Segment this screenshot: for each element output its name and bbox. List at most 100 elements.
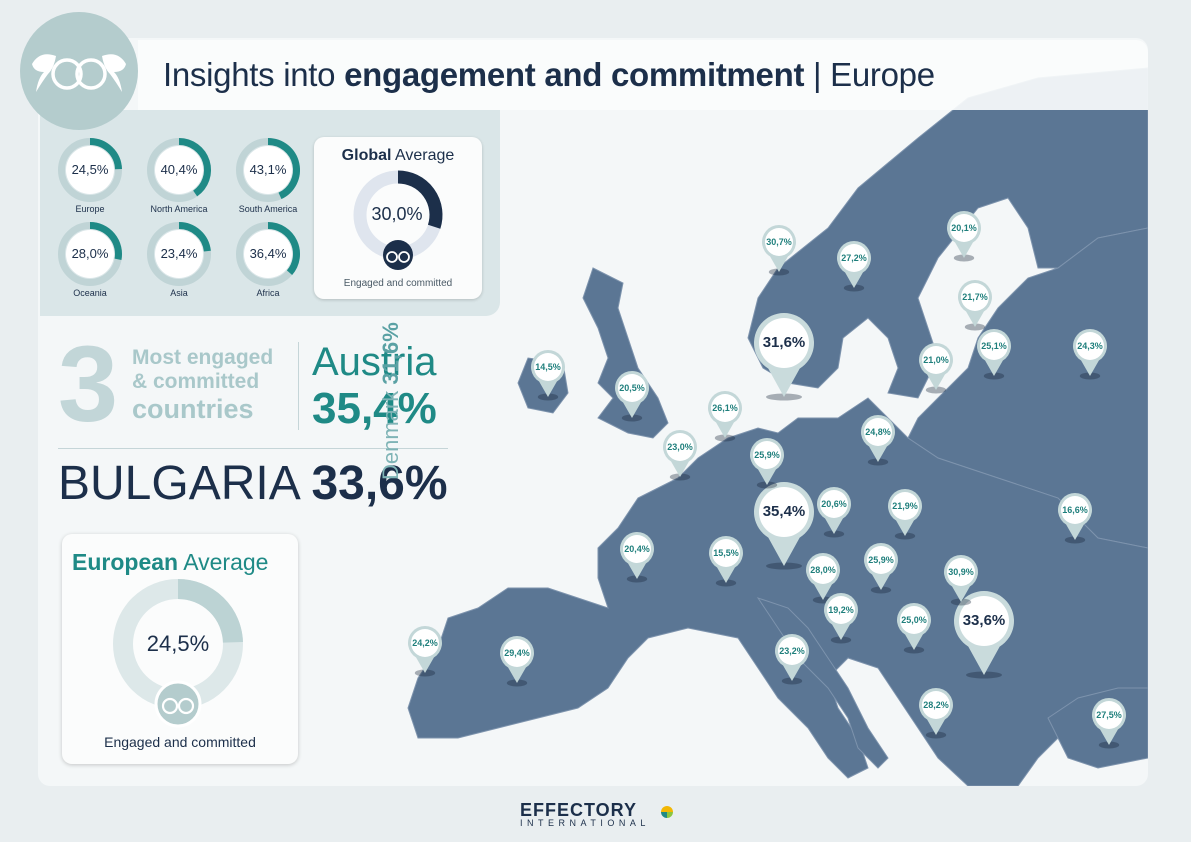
brand-name: EFFECTORY	[520, 800, 638, 820]
pin-center	[827, 596, 855, 624]
third-country: Denmark 31,6%	[378, 322, 403, 480]
pin-label: 35,4%	[762, 503, 806, 520]
pin-label: 25,0%	[901, 615, 927, 625]
continent-value: 36,4%	[249, 246, 287, 261]
pin-label: 30,7%	[766, 237, 792, 247]
map-pin-icon	[1092, 698, 1126, 749]
pin-center	[922, 691, 950, 719]
first-country-name: Austria	[312, 340, 437, 384]
page-title: Insights into engagement and commitment …	[163, 56, 935, 93]
pin-label: 15,5%	[713, 548, 739, 558]
continent-label: Oceania	[73, 288, 107, 298]
map-pin-icon	[408, 626, 442, 677]
ring-center	[244, 230, 292, 278]
pin-center	[1095, 701, 1123, 729]
continent-ring-arc	[178, 138, 211, 197]
pin-center	[623, 535, 651, 563]
pin-center	[778, 637, 806, 665]
continent-ring-asia	[147, 222, 211, 286]
map-pin-icon	[775, 634, 809, 685]
continent-ring-arc	[89, 222, 122, 260]
map-pin-icon	[1058, 493, 1092, 544]
pin-label: 25,9%	[754, 450, 780, 460]
pin-label: 23,0%	[667, 442, 693, 452]
continent-ring-europe	[58, 138, 122, 202]
logo-icon	[154, 680, 202, 728]
pin-label: 20,1%	[951, 223, 977, 233]
map-pin-icon	[762, 225, 796, 276]
logo-icon	[32, 54, 126, 92]
pin-label: 21,7%	[962, 292, 988, 302]
logo-badge	[20, 12, 138, 130]
european-average-card: European Average 24,5% Engaged and commi…	[62, 534, 298, 764]
map-pin-icon	[944, 555, 978, 606]
global-average-title: Global Average	[341, 147, 455, 164]
ring-center	[66, 146, 114, 194]
logo-ring	[161, 697, 179, 715]
pin-center	[900, 606, 928, 634]
map-pin-icon	[977, 329, 1011, 380]
divider-vertical	[298, 342, 299, 430]
continent-ring-oceania	[58, 222, 122, 286]
continent-label: North America	[150, 204, 208, 214]
pin-center	[618, 374, 646, 402]
pin-label: 24,8%	[865, 427, 891, 437]
ring-center	[66, 230, 114, 278]
pin-center	[864, 418, 892, 446]
continent-value: 23,4%	[160, 246, 198, 261]
pin-center	[712, 539, 740, 567]
pin-label: 24,3%	[1077, 341, 1103, 351]
continent-value: 43,1%	[249, 162, 287, 177]
first-country-value: 35,4%	[312, 384, 437, 433]
pin-center	[1061, 496, 1089, 524]
pin-center	[809, 556, 837, 584]
map-pin-icon	[824, 593, 858, 644]
continent-value: 28,0%	[71, 246, 109, 261]
map-pin-icon	[754, 482, 814, 570]
global-average-ring	[353, 170, 443, 270]
pin-label: 27,5%	[1096, 710, 1122, 720]
map-pin-icon	[954, 591, 1014, 679]
map-pin-icon	[754, 313, 814, 401]
map-pin-icon	[861, 415, 895, 466]
global-ring-arc	[397, 170, 443, 229]
pin-center	[959, 596, 1009, 646]
continent-ring-arc	[267, 138, 300, 200]
pin-center	[922, 346, 950, 374]
pin-center	[961, 283, 989, 311]
map-pin-icon	[919, 688, 953, 739]
continent-ring-north-america	[147, 138, 211, 202]
map-pin-icon	[958, 280, 992, 331]
map-pin-icon	[531, 350, 565, 401]
pin-center	[711, 394, 739, 422]
continent-ring-africa	[236, 222, 300, 286]
pin-label: 27,2%	[841, 253, 867, 263]
pin-label: 30,9%	[948, 567, 974, 577]
pin-label: 14,5%	[535, 362, 561, 372]
logo-ring	[177, 697, 195, 715]
map-pin-icon	[837, 241, 871, 292]
global-average-value: 30,0%	[371, 204, 423, 224]
pin-label: 28,0%	[810, 565, 836, 575]
pin-label: 20,5%	[619, 383, 645, 393]
pin-label: 31,6%	[762, 334, 806, 351]
pin-center	[411, 629, 439, 657]
pin-center	[840, 244, 868, 272]
pin-center	[534, 353, 562, 381]
map-pin-icon	[615, 371, 649, 422]
european-average-caption: Engaged and committed	[104, 734, 256, 750]
map-pin-icon	[806, 553, 840, 604]
pin-label: 26,1%	[712, 403, 738, 413]
divider-horizontal	[58, 448, 448, 449]
pin-label: 20,4%	[624, 544, 650, 554]
continent-value: 40,4%	[160, 162, 198, 177]
pin-center	[1076, 332, 1104, 360]
map-pin-icon	[864, 543, 898, 594]
map-pin-icon	[708, 391, 742, 442]
european-average-value: 24,5%	[146, 631, 210, 656]
logo-ring	[386, 251, 398, 263]
continent-ring-arc	[89, 138, 122, 170]
global-average-caption: Engaged and committed	[343, 278, 453, 289]
ring-center	[244, 146, 292, 194]
